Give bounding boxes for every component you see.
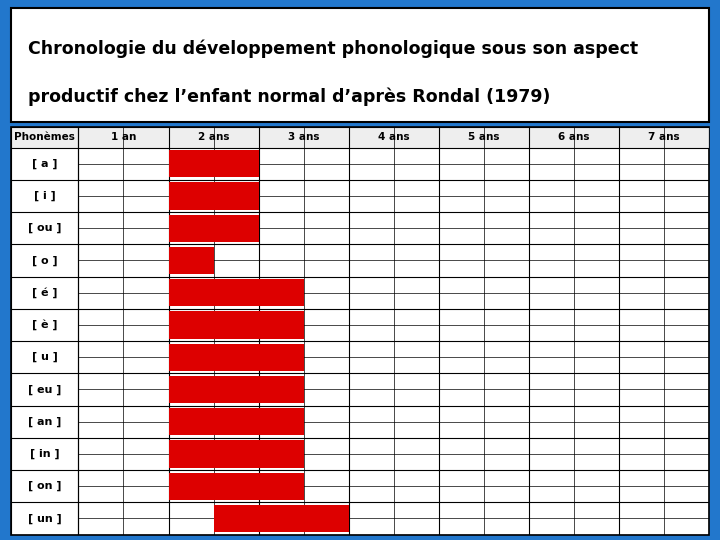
Text: 6 ans: 6 ans [558,132,590,142]
Text: 3 ans: 3 ans [288,132,320,142]
Text: [ ou ]: [ ou ] [28,223,61,233]
Bar [168,472,304,500]
Bar [168,279,304,306]
FancyBboxPatch shape [11,8,709,122]
Bar [168,441,304,468]
Text: 7 ans: 7 ans [648,132,680,142]
Text: [ o ]: [ o ] [32,255,58,266]
Bar [168,215,258,242]
Text: [ a ]: [ a ] [32,159,58,169]
Text: [ un ]: [ un ] [27,514,61,524]
Text: [ è ]: [ è ] [32,320,58,330]
Bar [168,183,258,210]
Bar [168,343,304,371]
Text: [ u ]: [ u ] [32,352,58,362]
Bar [214,505,348,532]
Bar [168,150,258,177]
Text: Chronologie du développement phonologique sous son aspect: Chronologie du développement phonologiqu… [28,40,639,58]
Text: [ é ]: [ é ] [32,287,58,298]
Text: [ on ]: [ on ] [28,481,61,491]
Text: Phonèmes: Phonèmes [14,132,75,142]
Bar [11,127,709,147]
Bar [168,408,304,435]
Bar [168,376,304,403]
Text: [ an ]: [ an ] [28,416,61,427]
Bar [168,312,304,339]
Text: [ in ]: [ in ] [30,449,60,459]
Text: [ eu ]: [ eu ] [28,384,61,395]
Text: 1 an: 1 an [111,132,136,142]
Text: [ i ]: [ i ] [34,191,55,201]
Text: 5 ans: 5 ans [468,132,500,142]
Text: 2 ans: 2 ans [198,132,229,142]
Text: productif chez l’enfant normal d’après Rondal (1979): productif chez l’enfant normal d’après R… [28,87,551,106]
Text: 4 ans: 4 ans [378,132,410,142]
Bar [168,247,214,274]
